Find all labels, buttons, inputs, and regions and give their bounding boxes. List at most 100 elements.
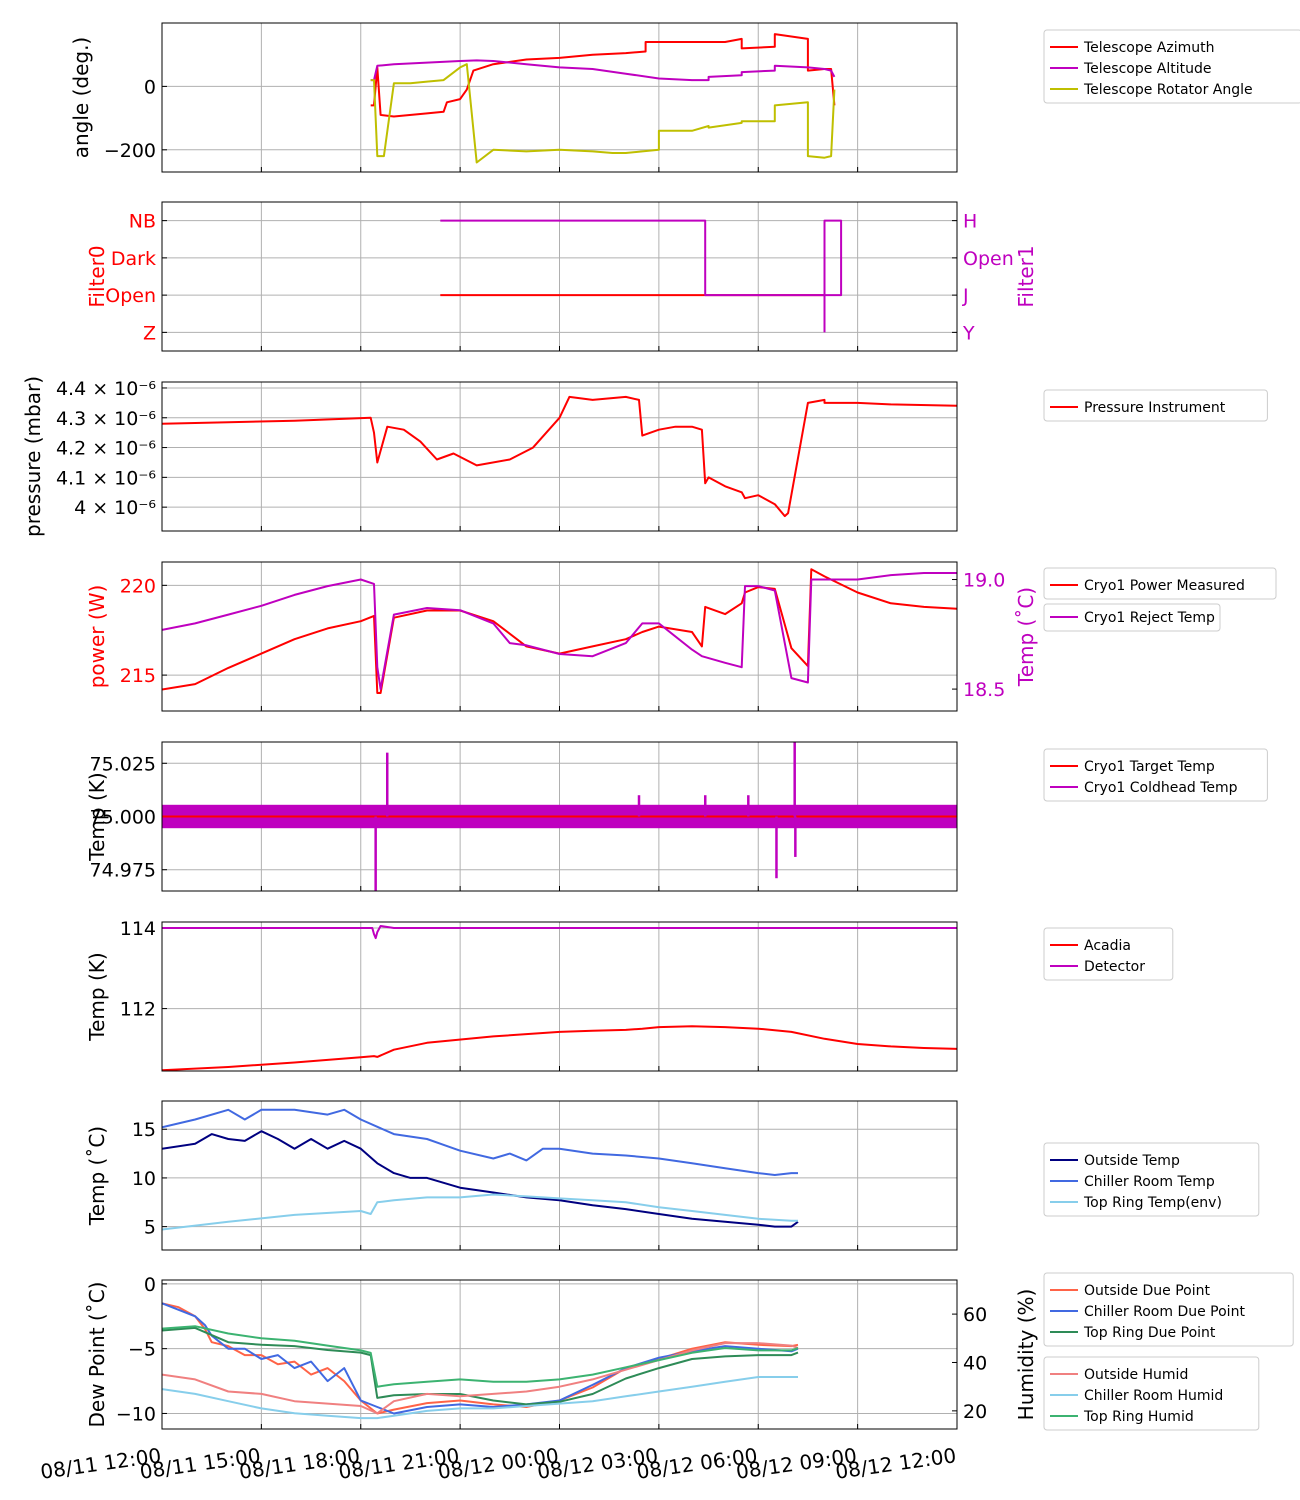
y-axis-label: Temp (K) [85,772,109,861]
y-tick-label: −5 [128,1339,156,1361]
y-tick-label: 114 [120,918,156,940]
legend: Acadia Detector [1043,927,1174,981]
y-tick-label: 4 × 10⁻⁶ [74,497,156,519]
legend-frame [1043,603,1221,632]
y-right-tick-label: 40 [963,1352,987,1374]
y-tick-label: 74.975 [90,860,156,882]
series-line-telescope-altitude [370,59,836,82]
legend-label: Telescope Rotator Angle [1083,82,1253,98]
legend-label: Outside Due Point [1084,1283,1211,1299]
legend-frame [1043,1142,1260,1217]
panel-6: 114 112 Temp (K) Acadia Detector [85,918,1174,1072]
y-tick-label: NB [129,211,156,233]
legend: Cryo1 Target Temp Cryo1 Coldhead Temp [1043,748,1268,802]
series-group [162,1302,799,1420]
series-group [370,33,836,164]
legend-label: Detector [1084,959,1145,975]
legend-frame [1043,567,1277,600]
series-line-chiller-room-due-point [162,1302,799,1415]
series-line-detector [162,925,957,940]
legend-frame [1043,389,1268,422]
series-group [162,925,957,1071]
series-group [162,1108,799,1231]
series-group [162,568,957,694]
y-tick-label: 4.1 × 10⁻⁶ [56,467,156,489]
panel-frame [161,1100,958,1251]
legend-label: Outside Temp [1084,1153,1180,1169]
y-tick-label: 75.025 [90,753,156,775]
y-tick-label: 0 [144,76,156,98]
panel-4: 220 215 19.0 18.5 power (W) Temp (˚C) Cryo1 Po… [85,561,1277,712]
y-right-tick-label: 60 [963,1304,987,1326]
legend-label: Telescope Azimuth [1083,40,1214,56]
panel-frame [161,201,958,352]
legend: Outside Due Point Chiller Room Due Point T… [1043,1272,1294,1347]
series-group [162,742,957,891]
series-group [440,219,843,333]
legend-label: Cryo1 Coldhead Temp [1084,780,1238,796]
legend-label: Top Ring Humid [1083,1409,1194,1425]
panel-frame [161,1279,958,1430]
y-tick-label: 10 [132,1168,156,1190]
legend-label: Pressure Instrument [1084,400,1226,416]
y-right-tick-label: 18.5 [963,679,1005,701]
series-line-top-ring-due-point [162,1326,799,1406]
y-right-tick-label: Open [963,248,1014,270]
legend-label: Acadia [1084,938,1131,954]
y-axis-right-label: Temp (˚C) [1014,587,1038,687]
legend: Outside Temp Chiller Room Temp Top Ring Te… [1043,1142,1260,1217]
series-line-telescope-rotator-angle [370,63,836,164]
series-line-filter1 [440,219,843,333]
legend-label: Cryo1 Reject Temp [1084,610,1215,626]
legend-label: Top Ring Temp(env) [1083,1195,1222,1211]
legend-label: Telescope Altitude [1083,61,1212,77]
series-line-cryo1-reject-temp [162,572,957,691]
y-axis-right-label: Filter1 [1014,245,1038,307]
series-line-chiller-room-temp [162,1108,798,1176]
y-right-tick-label: 20 [963,1401,987,1423]
panel-7: 15 10 5 Temp (˚C) Outside Temp Chiller Room T… [85,1100,1260,1251]
legend-label: Cryo1 Target Temp [1084,759,1215,775]
series-line-telescope-azimuth [370,33,836,118]
y-right-tick-label: J [962,285,969,307]
series-line-top-ring-humid [162,1325,799,1388]
legend: Cryo1 Power Measured [1043,567,1277,600]
y-axis-label: Filter0 [85,245,109,307]
panel-frame [161,561,958,712]
y-tick-label: 4.3 × 10⁻⁶ [56,408,156,430]
y-tick-label: 15 [132,1119,156,1141]
series-line-pressure-instrument [162,395,957,518]
legend-frame [1043,1356,1260,1431]
y-tick-label: −10 [116,1403,156,1425]
series-line-filter0 [440,256,826,297]
legend-label: Outside Humid [1084,1367,1188,1383]
legend-frame [1043,29,1300,104]
panel-2: NB Dark Open Z H Open JY Filter0 Filter1 [85,201,1038,352]
legend-label: Cryo1 Power Measured [1084,578,1245,594]
series-group [162,395,957,518]
y-tick-label: 112 [120,999,156,1021]
y-tick-label: 215 [120,665,156,687]
legend: Outside Humid Chiller Room Humid Top Ring … [1043,1356,1260,1431]
y-tick-label: 0 [144,1274,156,1296]
legend-label: Chiller Room Due Point [1084,1304,1245,1320]
panel-3: 4.4 × 10⁻⁶ 4.3 × 10⁻⁶ 4.2 × 10⁻⁶ 4.1 × 10⁻⁶… [21,376,1268,537]
y-tick-label: −200 [104,140,156,162]
series-line-chiller-room-humid [162,1376,798,1420]
series-line-top-ring-temp-env- [162,1193,798,1231]
series-line-acadia [162,1025,957,1071]
y-axis-label: power (W) [85,585,109,689]
y-tick-label: 75.000 [90,807,156,829]
y-right-tick-label: 19.0 [963,570,1005,592]
y-axis-right-label: Humidity (%) [1014,1289,1038,1421]
y-tick-label: Z [143,322,156,344]
legend-frame [1043,1272,1294,1347]
legend-frame [1043,748,1268,802]
y-tick-label: 4.2 × 10⁻⁶ [56,438,156,460]
legend: Telescope Azimuth Telescope Altitude Teles… [1043,29,1300,104]
